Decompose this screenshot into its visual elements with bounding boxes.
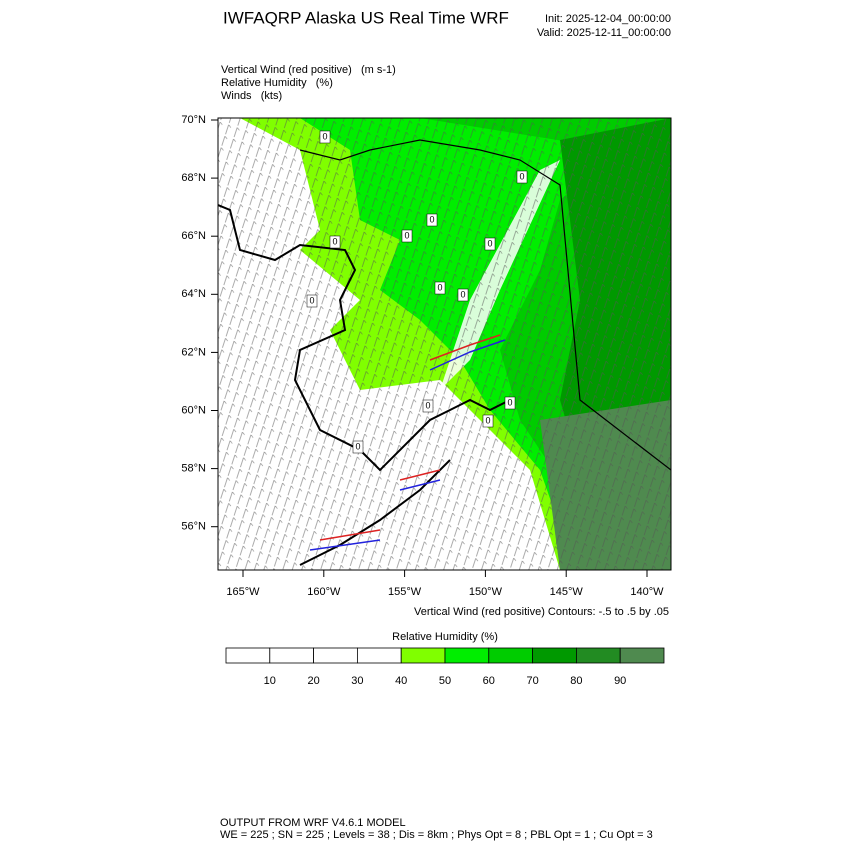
field-list: Vertical Wind (red positive) (m s-1)Rela…	[221, 64, 396, 102]
lat-label: 66°N	[181, 230, 206, 242]
lat-label: 70°N	[181, 114, 206, 126]
contour-label-box	[319, 130, 331, 144]
contour-label: 0	[425, 400, 430, 410]
init-time: Init: 2025-12-04_00:00:00	[545, 13, 671, 25]
contour-label: 0	[355, 441, 360, 451]
contour-label: 0	[429, 214, 434, 224]
contour-label-box	[422, 399, 434, 413]
lat-label: 60°N	[181, 404, 206, 416]
colorbar-tick-label: 50	[439, 675, 451, 687]
title: IWFAQRP Alaska US Real Time WRF	[223, 8, 509, 27]
lat-label: 64°N	[181, 288, 206, 300]
colorbar: 10 20 30 40 50 60 70 80 90	[225, 647, 665, 687]
contour-label-box	[457, 288, 469, 302]
field-name: Vertical Wind (red positive) (m s-1)	[221, 64, 396, 76]
contour-label: 0	[322, 131, 327, 141]
contour-label: 0	[404, 230, 409, 240]
contour-label-box	[306, 294, 318, 308]
colorbar-tick-label: 40	[395, 675, 407, 687]
footer-line: WE = 225 ; SN = 225 ; Levels = 38 ; Dis …	[220, 829, 653, 841]
colorbar-tick-label: 20	[307, 675, 319, 687]
colorbar-tick-label: 10	[264, 675, 276, 687]
contour-label: 0	[519, 171, 524, 181]
colorbar-tick-label: 80	[570, 675, 582, 687]
contour-label: 0	[460, 289, 465, 299]
colorbar-box	[576, 647, 621, 664]
colorbar-box	[488, 647, 533, 664]
map-axes: 70°N 68°N 66°N 64°N 62°N 60°N 58°N 56°N 165°W 160…	[181, 114, 664, 598]
valid-time: Valid: 2025-12-11_00:00:00	[537, 27, 671, 39]
contour-label-box	[504, 396, 516, 410]
colorbar-box	[313, 647, 358, 664]
lon-label: 160°W	[307, 586, 341, 598]
contour-label-box	[329, 235, 341, 249]
lon-label: 145°W	[550, 586, 584, 598]
lon-label: 165°W	[226, 586, 260, 598]
colorbar-tick-label: 30	[351, 675, 363, 687]
contour-label-box	[482, 414, 494, 428]
contour-label: 0	[487, 238, 492, 248]
contour-label-box	[516, 170, 528, 184]
colorbar-tick-label: 90	[614, 675, 626, 687]
contour-note: Vertical Wind (red positive) Contours: -…	[414, 606, 669, 618]
contour-label: 0	[507, 397, 512, 407]
lat-label: 68°N	[181, 172, 206, 184]
colorbar-title: Relative Humidity (%)	[392, 631, 498, 643]
colorbar-box	[400, 647, 446, 664]
colorbar-box	[532, 647, 577, 664]
contour-label-box	[401, 229, 413, 243]
colorbar-box	[269, 647, 314, 664]
colorbar-box	[444, 647, 490, 664]
colorbar-box	[619, 647, 665, 664]
contour-label: 0	[437, 282, 442, 292]
lat-label: 58°N	[181, 463, 206, 475]
lat-label: 56°N	[181, 521, 206, 533]
lat-label: 62°N	[181, 346, 206, 358]
field-name: Winds (kts)	[221, 90, 282, 102]
lon-label: 150°W	[469, 586, 503, 598]
field-name: Relative Humidity (%)	[221, 77, 333, 89]
contour-label-box	[426, 213, 438, 227]
colorbar-box	[356, 647, 402, 664]
footer-line: OUTPUT FROM WRF V4.6.1 MODEL	[220, 817, 406, 829]
colorbar-tick-label: 70	[526, 675, 538, 687]
lon-label: 155°W	[388, 586, 422, 598]
contour-label: 0	[332, 236, 337, 246]
map-frame	[217, 117, 672, 571]
contour-label: 0	[485, 415, 490, 425]
contour-label: 0	[309, 295, 314, 305]
contour-label-box	[352, 440, 364, 454]
colorbar-box	[225, 647, 271, 664]
map-field	[218, 118, 671, 570]
contour-label-box	[484, 237, 496, 251]
lon-label: 140°W	[630, 586, 664, 598]
colorbar-tick-label: 60	[483, 675, 495, 687]
contour-label-box	[434, 281, 446, 295]
